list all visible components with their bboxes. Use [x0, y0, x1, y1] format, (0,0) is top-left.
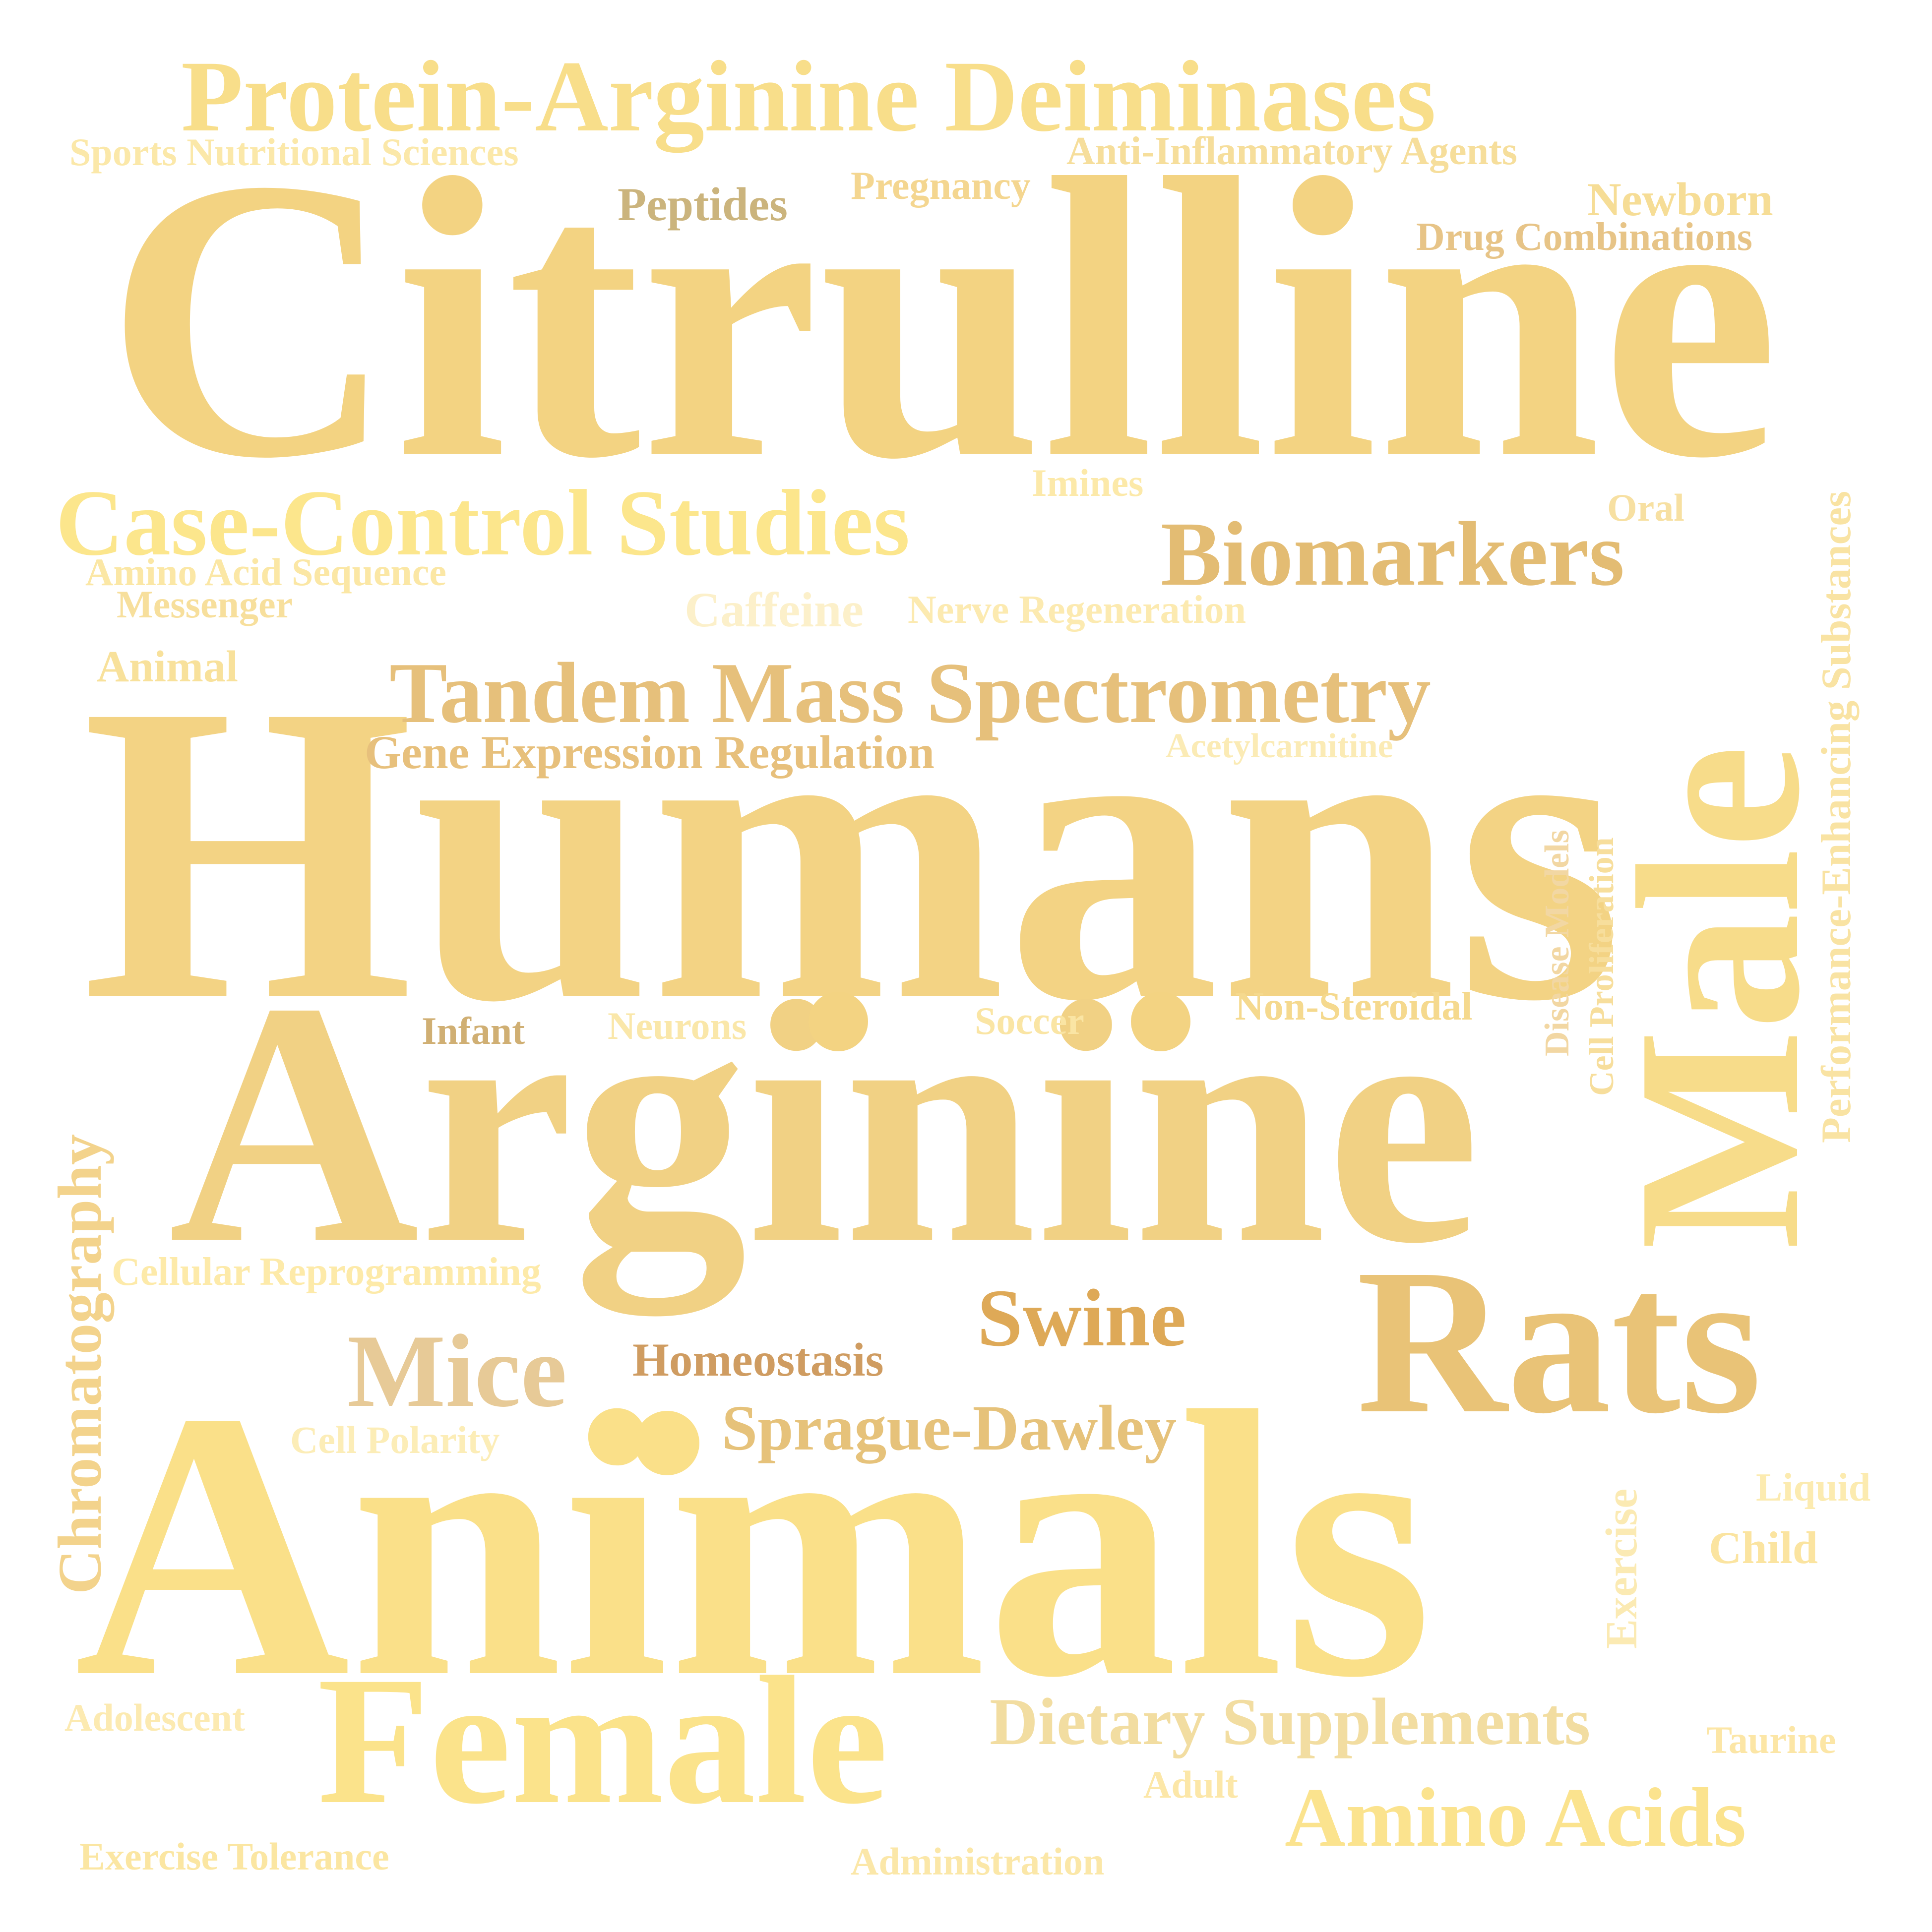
word-messenger: Messenger [117, 583, 293, 626]
word-imines: Imines [1032, 461, 1144, 504]
word-homeostasis: Homeostasis [632, 1333, 884, 1386]
word-sprague-dawley: Sprague-Dawley [722, 1392, 1177, 1464]
word-chromatography: Chromatography [46, 1134, 115, 1594]
word-dietary-supplements: Dietary Supplements [990, 1685, 1591, 1759]
word-cell-polarity: Cell Polarity [290, 1418, 500, 1461]
word-non-steroidal: Non-Steroidal [1235, 985, 1473, 1028]
word-taurine: Taurine [1706, 1718, 1836, 1761]
word-exercise: Exercise [1597, 1488, 1646, 1649]
word-tandem-mass-spectrometry: Tandem Mass Spectrometry [389, 645, 1431, 741]
word-sports-nutritional-sciences: Sports Nutritional Sciences [69, 130, 519, 174]
word-amino-acid-sequence: Amino Acid Sequence [85, 550, 447, 594]
word-child: Child [1709, 1522, 1818, 1573]
word-performance-enhancing-substances: Performance-Enhancing Substances [1813, 490, 1860, 1143]
word-nerve-regeneration: Nerve Regeneration [908, 588, 1246, 632]
word-male: Male [1589, 745, 1848, 1250]
word-mice: Mice [347, 1314, 567, 1429]
word-exercise-tolerance: Exercise Tolerance [79, 1835, 389, 1878]
word-peptides: Peptides [618, 178, 788, 231]
word-adult: Adult [1143, 1763, 1238, 1806]
word-neurons: Neurons [608, 1004, 747, 1047]
word-newborn: Newborn [1587, 173, 1773, 226]
word-amino-acids: Amino Acids [1285, 1771, 1746, 1864]
word-animals: Animals [74, 1333, 1433, 1756]
word-acetylcarnitine: Acetylcarnitine [1166, 727, 1393, 765]
word-disease-models: Disease Models [1538, 830, 1576, 1056]
word-soccer: Soccer [975, 999, 1084, 1042]
word-animal: Animal [97, 642, 239, 691]
word-cellular-reprogramming: Cellular Reprogramming [112, 1250, 541, 1294]
word-anti-inflammatory-agents: Anti-Inflammatory Agents [1066, 129, 1517, 173]
word-biomarkers: Biomarkers [1161, 503, 1625, 605]
word-rats: Rats [1357, 1226, 1762, 1456]
word-protein-arginine-deiminases: Protein-Arginine Deiminases [181, 40, 1436, 153]
word-infant: Infant [422, 1009, 525, 1052]
word-oral: Oral [1607, 486, 1684, 529]
word-liquid: Liquid [1756, 1466, 1871, 1509]
word-swine: Swine [977, 1272, 1186, 1363]
word-caffeine: Caffeine [685, 582, 864, 637]
word-administration: Administration [851, 1840, 1105, 1883]
word-female: Female [317, 1639, 888, 1842]
word-drug-combinations: Drug Combinations [1416, 215, 1752, 259]
word-adolescent: Adolescent [64, 1696, 245, 1739]
word-citrulline: Citrulline [105, 96, 1779, 541]
word-pregnancy: Pregnancy [851, 164, 1031, 208]
word-cell-proliferation: Cell Proliferation [1583, 837, 1621, 1096]
word-gene-expression-regulation: Gene Expression Regulation [365, 726, 935, 779]
word-case-control-studies: Case-Control Studies [56, 471, 910, 575]
